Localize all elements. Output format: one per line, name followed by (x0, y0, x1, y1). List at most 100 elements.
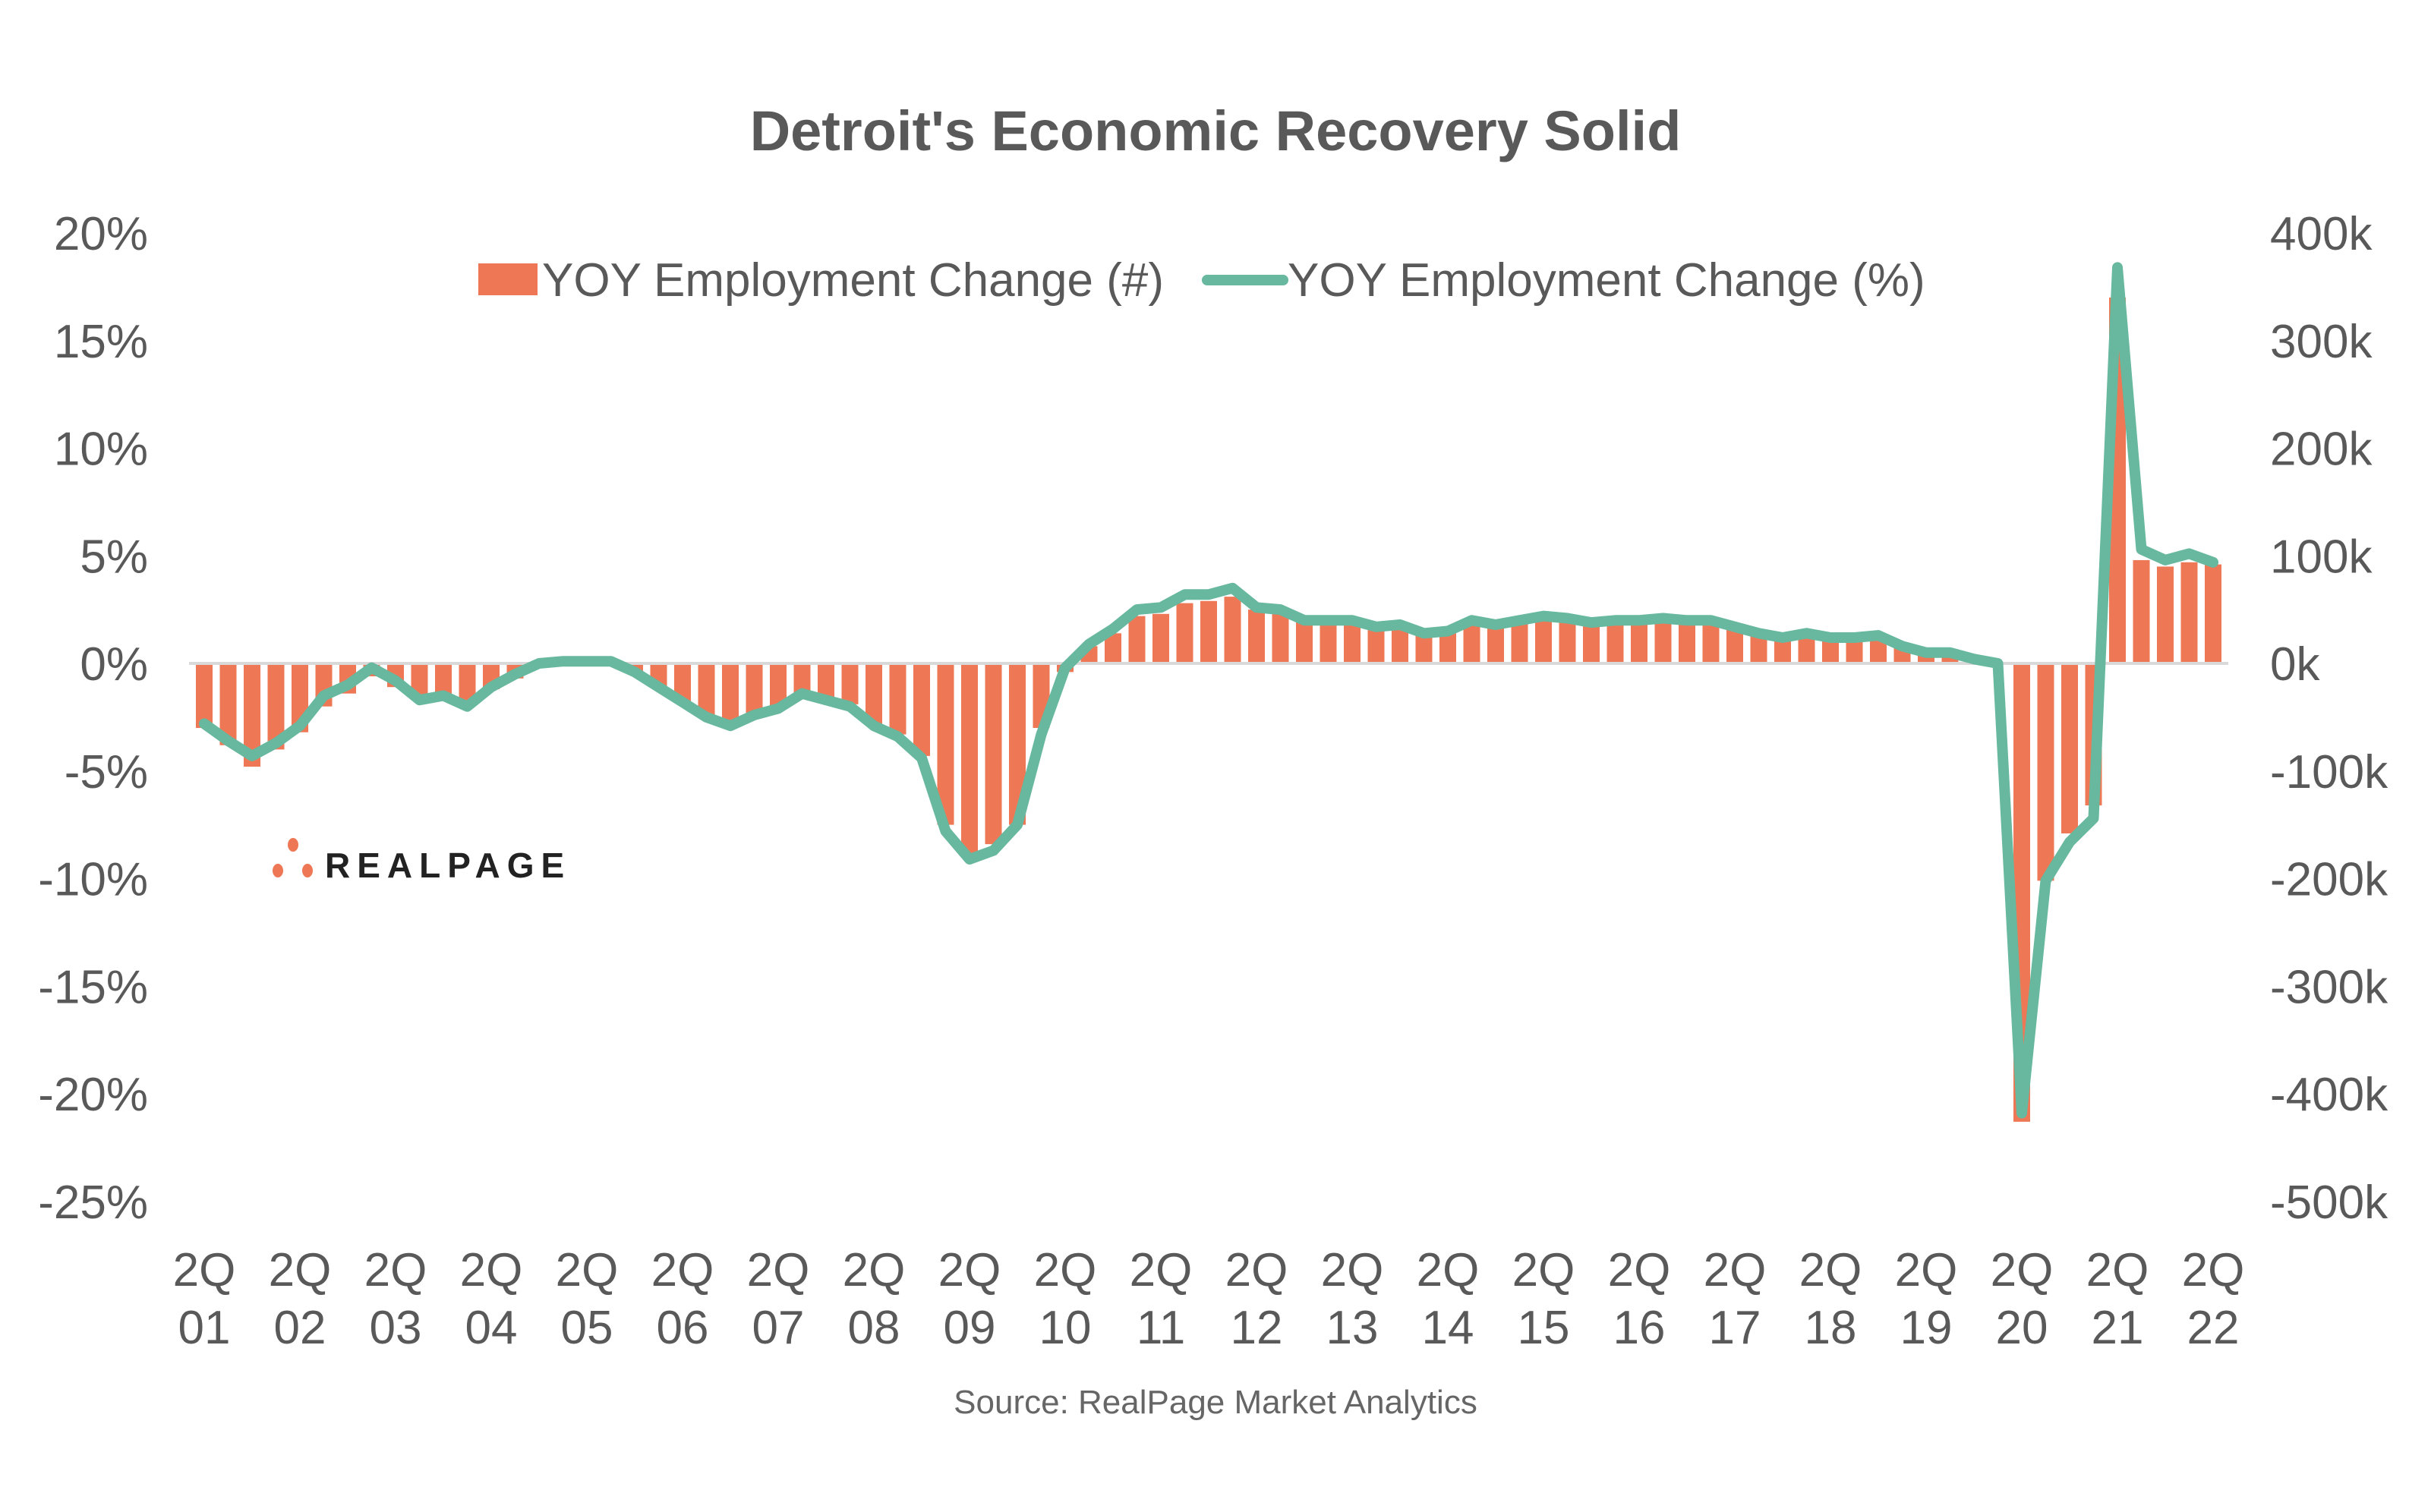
left-tick-label: 5% (80, 531, 148, 583)
x-tick-label: 2Q (938, 1244, 1001, 1296)
bar (890, 663, 907, 735)
bar (1177, 603, 1193, 663)
x-tick-label: 2Q (556, 1244, 619, 1296)
x-tick-label: 07 (752, 1302, 805, 1354)
bar (1559, 618, 1576, 663)
bar (1129, 616, 1146, 663)
x-tick-label: 2Q (1895, 1244, 1958, 1296)
x-tick-label: 2Q (173, 1244, 236, 1296)
left-tick-label: 10% (54, 424, 148, 476)
bar (2181, 562, 2198, 663)
bar (985, 663, 1002, 844)
bar (2061, 663, 2078, 833)
x-tick-label: 2Q (2182, 1244, 2245, 1296)
x-tick-label: 2Q (1799, 1244, 1862, 1296)
right-tick-label: 200k (2270, 424, 2373, 476)
x-tick-label: 04 (465, 1302, 518, 1354)
x-tick-label: 16 (1613, 1302, 1666, 1354)
x-tick-label: 02 (274, 1302, 326, 1354)
left-tick-label: -25% (38, 1177, 148, 1229)
realpage-logo: REALPAGE (273, 838, 571, 885)
x-tick-label: 2Q (843, 1244, 906, 1296)
left-tick-label: -10% (38, 854, 148, 906)
bar (1225, 597, 1241, 663)
left-tick-label: 0% (80, 638, 148, 691)
x-tick-label: 15 (1518, 1302, 1570, 1354)
legend-label-bars: YOY Employment Change (#) (542, 254, 1164, 307)
bar (1152, 614, 1169, 663)
bar (1703, 622, 1720, 663)
bar (913, 663, 930, 756)
logo-text: REALPAGE (325, 846, 571, 885)
x-tick-label: 11 (1137, 1302, 1185, 1354)
bar (1535, 616, 1552, 663)
x-tick-label: 2Q (1130, 1244, 1193, 1296)
x-tick-label: 03 (370, 1302, 422, 1354)
bar (1655, 618, 1672, 663)
right-tick-label: 400k (2270, 208, 2373, 260)
left-tick-label: -15% (38, 961, 148, 1013)
x-tick-label: 01 (178, 1302, 231, 1354)
bar (1272, 612, 1289, 663)
x-tick-label: 20 (1996, 1302, 2048, 1354)
right-tick-label: -200k (2270, 854, 2388, 906)
right-tick-label: -300k (2270, 961, 2388, 1013)
x-tick-label: 05 (561, 1302, 613, 1354)
right-tick-label: -100k (2270, 746, 2388, 799)
logo-dot-icon (302, 864, 313, 877)
x-tick-label: 2Q (1417, 1244, 1480, 1296)
x-tick-label: 19 (1900, 1302, 1953, 1354)
right-tick-label: 300k (2270, 316, 2373, 368)
x-tick-label: 2Q (1608, 1244, 1671, 1296)
x-tick-label: 2Q (1991, 1244, 2054, 1296)
bar (842, 663, 859, 704)
bar (2133, 560, 2150, 663)
x-tick-label: 21 (2092, 1302, 2144, 1354)
bar (1631, 620, 1647, 663)
bar (1583, 622, 1600, 663)
x-tick-label: 10 (1039, 1302, 1092, 1354)
x-tick-label: 22 (2187, 1302, 2240, 1354)
line-series (204, 267, 2213, 1113)
bar (1320, 620, 1337, 663)
right-tick-label: 0k (2270, 638, 2320, 691)
x-tick-label: 2Q (460, 1244, 523, 1296)
x-tick-label: 2Q (1704, 1244, 1767, 1296)
source-note: Source: RealPage Market Analytics (954, 1384, 1477, 1421)
x-tick-label: 14 (1422, 1302, 1474, 1354)
bar (1679, 620, 1695, 663)
bar (1248, 610, 1265, 663)
right-tick-label: -500k (2270, 1177, 2388, 1229)
bar (2038, 663, 2054, 880)
chart-title: Detroit's Economic Recovery Solid (750, 99, 1682, 162)
x-tick-label: 2Q (747, 1244, 810, 1296)
x-tick-label: 2Q (1321, 1244, 1384, 1296)
x-tick-label: 2Q (1225, 1244, 1288, 1296)
legend-label-line: YOY Employment Change (%) (1288, 254, 1925, 307)
bar (196, 663, 213, 728)
left-tick-label: 15% (54, 316, 148, 368)
x-tick-label: 17 (1709, 1302, 1761, 1354)
left-tick-label: 20% (54, 208, 148, 260)
x-tick-label: 08 (848, 1302, 900, 1354)
logo-dot-icon (273, 864, 283, 877)
bar (961, 663, 978, 855)
left-axis: 20%15%10%5%0%-5%-10%-15%-20%-25% (38, 208, 148, 1229)
legend: YOY Employment Change (#) YOY Employment… (478, 254, 1925, 307)
x-axis: 2Q012Q022Q032Q042Q052Q062Q072Q082Q092Q10… (173, 1244, 2245, 1354)
x-tick-label: 13 (1326, 1302, 1379, 1354)
right-tick-label: 100k (2270, 531, 2373, 583)
left-tick-label: -5% (65, 746, 148, 799)
bar (1200, 601, 1217, 663)
bar (722, 663, 739, 723)
legend-swatch-bars (478, 263, 538, 295)
x-tick-label: 2Q (364, 1244, 427, 1296)
x-tick-label: 2Q (2086, 1244, 2149, 1296)
line-path (204, 267, 2213, 1113)
bar (2205, 565, 2221, 663)
x-tick-label: 2Q (1034, 1244, 1097, 1296)
right-axis: 400k300k200k100k0k-100k-200k-300k-400k-5… (2270, 208, 2388, 1229)
x-tick-label: 12 (1231, 1302, 1283, 1354)
bar (2157, 566, 2174, 663)
